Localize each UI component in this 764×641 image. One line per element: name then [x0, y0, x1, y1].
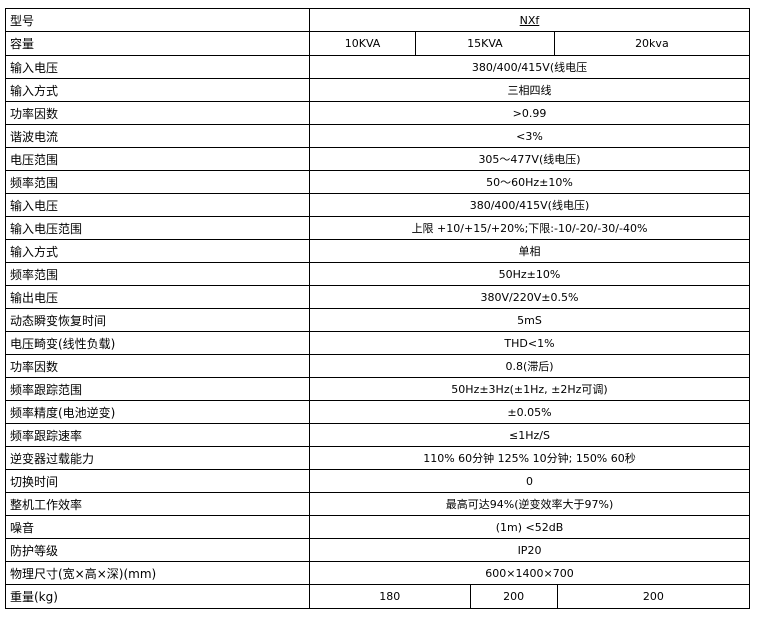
spec-value: 50～60Hz±10%: [309, 170, 750, 194]
spec-value: 单相: [309, 239, 750, 263]
spec-row: 频率范围 50～60Hz±10%: [5, 170, 750, 194]
spec-row: 频率精度(电池逆变) ±0.05%: [5, 400, 750, 424]
spec-label: 容量: [5, 31, 310, 56]
spec-value: >0.99: [309, 101, 750, 125]
spec-label: 切换时间: [5, 469, 310, 493]
spec-label: 频率跟踪速率: [5, 423, 310, 447]
spec-label: 物理尺寸(宽×高×深)(mm): [5, 561, 310, 585]
spec-value: 50Hz±10%: [309, 262, 750, 286]
spec-value: (1m) <52dB: [309, 515, 750, 539]
spec-row: 容量 10KVA 15KVA 20kva: [5, 31, 750, 56]
spec-row: 输入电压 380/400/415V(线电压: [5, 55, 750, 79]
spec-row: 频率跟踪范围 50Hz±3Hz(±1Hz, ±2Hz可调): [5, 377, 750, 401]
model-link[interactable]: NXf: [309, 8, 750, 32]
spec-value: 上限 +10/+15/+20%;下限:-10/-20/-30/-40%: [309, 216, 750, 240]
spec-row: 型号 NXf: [5, 8, 750, 32]
spec-value: ≤1Hz/S: [309, 423, 750, 447]
spec-row: 输出电压 380V/220V±0.5%: [5, 285, 750, 309]
spec-value-cell: 15KVA: [416, 32, 555, 55]
spec-value: 600×1400×700: [309, 561, 750, 585]
spec-label: 功率因数: [5, 354, 310, 378]
spec-value-cell: 200: [471, 585, 558, 608]
spec-label: 逆变器过载能力: [5, 446, 310, 470]
spec-row: 噪音 (1m) <52dB: [5, 515, 750, 539]
spec-row: 整机工作效率 最高可达94%(逆变效率大于97%): [5, 492, 750, 516]
spec-table: 型号 NXf 容量 10KVA 15KVA 20kva 输入电压 380/400/415V(线…: [5, 8, 750, 609]
spec-value-cell: 10KVA: [311, 32, 417, 55]
spec-value-cell: 20kva: [635, 37, 669, 50]
spec-value: 380/400/415V(线电压: [309, 55, 750, 79]
spec-row: 频率范围 50Hz±10%: [5, 262, 750, 286]
spec-label: 防护等级: [5, 538, 310, 562]
spec-value-cell: 180: [311, 585, 471, 608]
spec-row: 重量(kg) 180 200 200: [5, 584, 750, 609]
spec-row: 输入电压 380/400/415V(线电压): [5, 193, 750, 217]
spec-label: 频率范围: [5, 262, 310, 286]
spec-row: 电压畸变(线性负载) THD<1%: [5, 331, 750, 355]
spec-value: 380V/220V±0.5%: [309, 285, 750, 309]
spec-label: 输入电压范围: [5, 216, 310, 240]
spec-label: 输入方式: [5, 239, 310, 263]
spec-row: 动态瞬变恢复时间 5mS: [5, 308, 750, 332]
spec-label: 重量(kg): [5, 584, 310, 609]
spec-label: 噪音: [5, 515, 310, 539]
spec-row: 电压范围 305～477V(线电压): [5, 147, 750, 171]
spec-value-cell: 200: [642, 590, 664, 603]
spec-row: 功率因数 >0.99: [5, 101, 750, 125]
spec-label: 频率范围: [5, 170, 310, 194]
spec-row: 谐波电流 <3%: [5, 124, 750, 148]
spec-value: 0.8(滞后): [309, 354, 750, 378]
spec-value: THD<1%: [309, 331, 750, 355]
spec-value: 110% 60分钟 125% 10分钟; 150% 60秒: [309, 446, 750, 470]
spec-label: 电压范围: [5, 147, 310, 171]
spec-row: 物理尺寸(宽×高×深)(mm) 600×1400×700: [5, 561, 750, 585]
spec-value: 50Hz±3Hz(±1Hz, ±2Hz可调): [309, 377, 750, 401]
spec-label: 输入方式: [5, 78, 310, 102]
spec-value: IP20: [309, 538, 750, 562]
spec-label: 输出电压: [5, 285, 310, 309]
spec-label: 输入电压: [5, 193, 310, 217]
spec-row: 逆变器过载能力 110% 60分钟 125% 10分钟; 150% 60秒: [5, 446, 750, 470]
spec-row: 输入方式 三相四线: [5, 78, 750, 102]
spec-value: 305～477V(线电压): [309, 147, 750, 171]
spec-label: 动态瞬变恢复时间: [5, 308, 310, 332]
spec-label: 电压畸变(线性负载): [5, 331, 310, 355]
spec-row: 切换时间 0: [5, 469, 750, 493]
spec-label: 频率跟踪范围: [5, 377, 310, 401]
spec-value: 5mS: [309, 308, 750, 332]
spec-label: 型号: [5, 8, 310, 32]
spec-value: 0: [309, 469, 750, 493]
spec-value: 三相四线: [309, 78, 750, 102]
spec-row: 频率跟踪速率 ≤1Hz/S: [5, 423, 750, 447]
spec-row: 输入电压范围 上限 +10/+15/+20%;下限:-10/-20/-30/-40…: [5, 216, 750, 240]
spec-value: 最高可达94%(逆变效率大于97%): [309, 492, 750, 516]
spec-label: 输入电压: [5, 55, 310, 79]
spec-label: 整机工作效率: [5, 492, 310, 516]
spec-label: 谐波电流: [5, 124, 310, 148]
spec-row: 功率因数 0.8(滞后): [5, 354, 750, 378]
spec-value: <3%: [309, 124, 750, 148]
spec-row: 输入方式 单相: [5, 239, 750, 263]
spec-row: 防护等级 IP20: [5, 538, 750, 562]
spec-label: 功率因数: [5, 101, 310, 125]
spec-value: ±0.05%: [309, 400, 750, 424]
spec-value: 380/400/415V(线电压): [309, 193, 750, 217]
spec-label: 频率精度(电池逆变): [5, 400, 310, 424]
